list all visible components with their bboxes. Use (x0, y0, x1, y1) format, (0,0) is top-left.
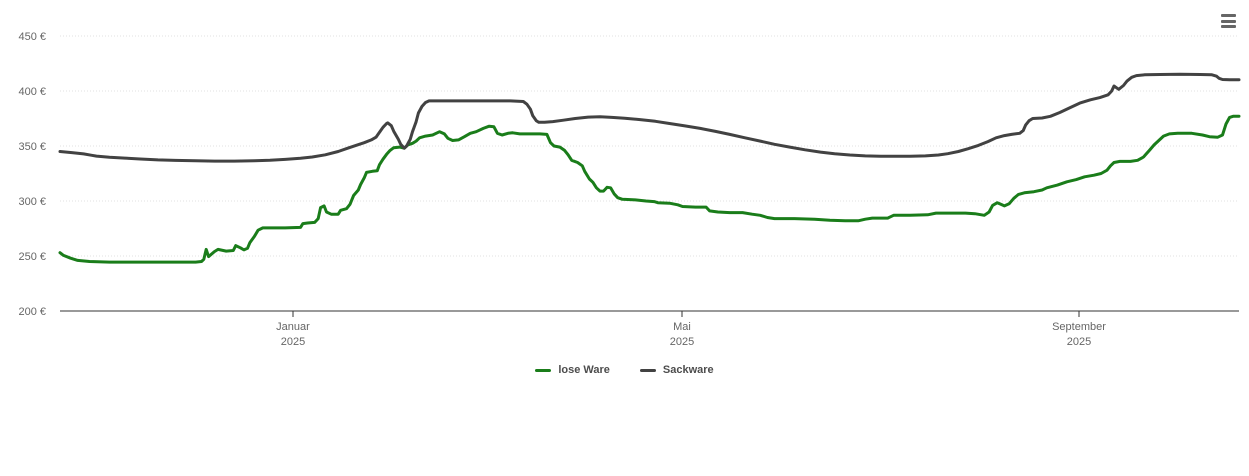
sackware-line-swatch-icon (639, 368, 656, 372)
x-axis: Januar 2025 Mai 2025 September 2025 (60, 310, 1239, 348)
lose-ware-line-swatch-icon (535, 368, 552, 372)
y-axis-label: 350 € (18, 141, 46, 153)
hamburger-menu-icon (1221, 14, 1236, 17)
x-axis-month-label: Mai (673, 321, 691, 333)
x-axis-year-label: 2025 (1067, 336, 1091, 348)
legend-label-lose-ware: lose Ware (558, 364, 610, 376)
legend-label-sackware: Sackware (662, 364, 714, 376)
legend-item-sackware[interactable]: Sackware (639, 364, 714, 376)
x-axis-year-label: 2025 (670, 336, 694, 348)
x-axis-month-label: Januar (276, 321, 310, 333)
y-axis-label: 400 € (18, 86, 46, 98)
x-axis-month-label: September (1052, 321, 1106, 333)
legend-item-lose-ware[interactable]: lose Ware (535, 364, 610, 376)
series-line-sackware (58, 72, 1241, 163)
y-axis-label: 250 € (18, 251, 46, 263)
chart-context-menu-button[interactable] (1221, 13, 1237, 29)
y-axis-label: 200 € (18, 306, 46, 318)
y-axis-labels: 450 € 400 € 350 € 300 € 250 € 200 € (18, 31, 46, 318)
gridlines (60, 35, 1239, 257)
series-line-lose-ware (58, 114, 1241, 264)
y-axis-label: 450 € (18, 31, 46, 43)
chart-series (58, 72, 1241, 264)
x-axis-year-label: 2025 (281, 336, 305, 348)
price-chart: 450 € 400 € 350 € 300 € 250 € 200 € Januar 202… (18, 31, 1241, 348)
y-axis-label: 300 € (18, 196, 46, 208)
chart-legend: lose Ware Sackware (0, 364, 1249, 376)
